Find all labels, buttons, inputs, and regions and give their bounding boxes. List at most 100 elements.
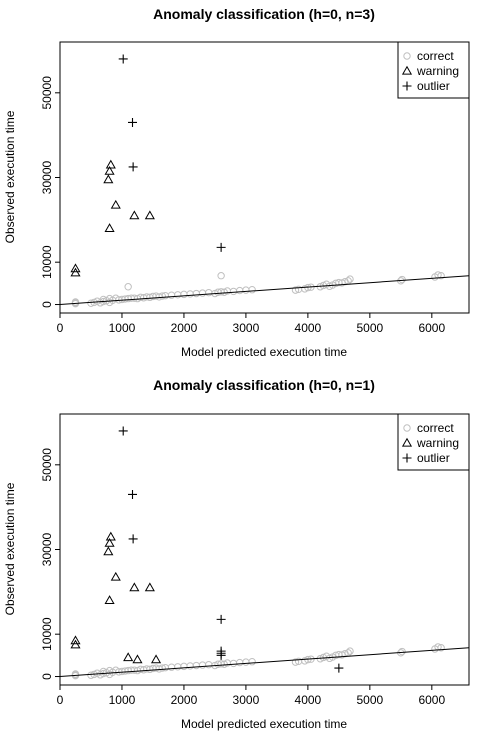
point-correct [248, 286, 256, 294]
point-correct [242, 658, 250, 666]
x-tick-label: 4000 [295, 693, 322, 707]
point-correct [186, 662, 194, 670]
legend-label-outlier: outlier [417, 451, 450, 465]
point-correct [291, 658, 300, 666]
legend-label-correct: correct [417, 49, 454, 63]
y-tick-label: 30000 [40, 532, 54, 566]
point-outlier [216, 650, 226, 660]
point-outlier [128, 117, 138, 127]
axes: 0 1000 2000 3000 4000 5000 6000 0 10000 30000 5000… [40, 448, 445, 707]
point-correct [229, 659, 238, 668]
point-correct [398, 275, 406, 284]
point-correct [437, 644, 445, 652]
point-outlier [216, 242, 226, 252]
chart-panel-1: Anomaly classification (h=0, n=3) Model … [3, 6, 470, 359]
x-axis-label: Model predicted execution time [181, 345, 347, 359]
y-tick-label: 0 [40, 673, 54, 680]
x-tick-label: 0 [57, 321, 64, 335]
regression-line [59, 647, 470, 678]
point-correct [180, 662, 188, 671]
point-correct [217, 272, 225, 280]
y-tick-label: 30000 [40, 160, 54, 194]
point-warning [110, 199, 121, 209]
point-correct [174, 663, 182, 671]
point-correct [174, 291, 182, 299]
point-correct [398, 647, 406, 656]
point-warning [70, 267, 81, 277]
point-warning [103, 174, 114, 184]
point-warning [123, 652, 134, 662]
y-tick-label: 50000 [40, 76, 54, 110]
point-correct [198, 289, 207, 297]
point-correct [167, 291, 176, 299]
x-tick-label: 5000 [356, 321, 383, 335]
y-tick-label: 50000 [40, 448, 54, 482]
point-correct [229, 287, 238, 296]
y-tick-label: 10000 [40, 245, 54, 279]
legend-label-outlier: outlier [417, 79, 450, 93]
point-correct [186, 290, 194, 298]
legend-marker-correct [403, 52, 411, 60]
point-outlier [128, 489, 138, 499]
legend-label-warning: warning [416, 436, 459, 450]
point-correct [437, 272, 445, 280]
point-warning [104, 595, 115, 604]
point-correct [242, 286, 250, 294]
legend-marker-correct [403, 424, 411, 432]
legend-marker-warning [401, 437, 413, 447]
x-tick-label: 2000 [171, 693, 198, 707]
chart-title: Anomaly classification (h=0, n=1) [153, 377, 375, 393]
point-warning [105, 531, 116, 541]
point-outlier [334, 663, 344, 673]
legend-label-correct: correct [417, 421, 454, 435]
point-outlier [128, 162, 138, 172]
y-tick-label: 0 [40, 301, 54, 308]
point-warning [70, 635, 81, 645]
point-warning [144, 582, 155, 592]
point-correct [71, 298, 80, 306]
point-correct [192, 661, 201, 670]
data-points [70, 54, 445, 308]
point-outlier [118, 426, 128, 436]
x-tick-label: 6000 [418, 321, 445, 335]
point-warning [70, 263, 81, 273]
point-warning [144, 210, 155, 220]
chart-panel-2: Anomaly classification (h=0, n=1) Model … [3, 377, 470, 731]
x-tick-label: 6000 [418, 693, 445, 707]
legend-box [397, 413, 470, 471]
x-tick-label: 4000 [295, 321, 322, 335]
legend-marker-outlier [402, 81, 412, 91]
point-warning [104, 537, 115, 547]
fit-line [59, 647, 470, 678]
point-correct [158, 664, 166, 672]
regression-line [59, 275, 470, 306]
point-correct [205, 288, 213, 297]
point-warning [104, 223, 115, 232]
fit-line [59, 275, 470, 306]
point-correct [158, 292, 166, 300]
point-warning [150, 654, 162, 664]
x-tick-label: 1000 [109, 321, 136, 335]
point-outlier [216, 614, 226, 624]
y-axis-label: Observed execution time [3, 482, 17, 615]
point-correct [291, 286, 300, 294]
point-warning [104, 165, 115, 175]
point-outlier [128, 534, 138, 544]
legend-box [397, 41, 470, 99]
x-tick-label: 1000 [109, 693, 136, 707]
x-tick-label: 3000 [233, 321, 260, 335]
point-warning [129, 582, 140, 592]
axes: 0 1000 2000 3000 4000 5000 6000 0 10000 30000 5000… [40, 76, 445, 335]
data-points [70, 426, 445, 680]
point-warning [103, 546, 114, 556]
point-correct [192, 289, 201, 298]
point-outlier [118, 54, 128, 64]
point-correct [346, 647, 354, 655]
point-correct [236, 658, 244, 667]
point-warning [105, 159, 116, 169]
x-axis-label: Model predicted execution time [181, 717, 347, 731]
point-warning [132, 654, 143, 664]
